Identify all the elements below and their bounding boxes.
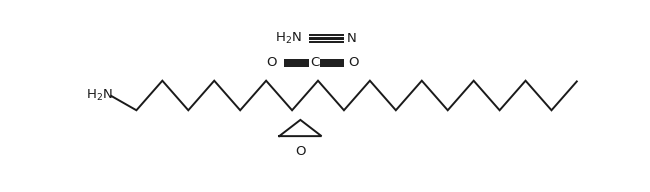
Text: $\mathregular{H_2N}$: $\mathregular{H_2N}$ <box>86 88 113 103</box>
Text: O: O <box>266 56 277 70</box>
Text: C: C <box>310 56 319 70</box>
Text: $\mathregular{H_2N}$: $\mathregular{H_2N}$ <box>275 31 302 46</box>
Text: N: N <box>347 32 357 45</box>
Text: O: O <box>295 145 306 158</box>
Text: O: O <box>348 56 359 70</box>
